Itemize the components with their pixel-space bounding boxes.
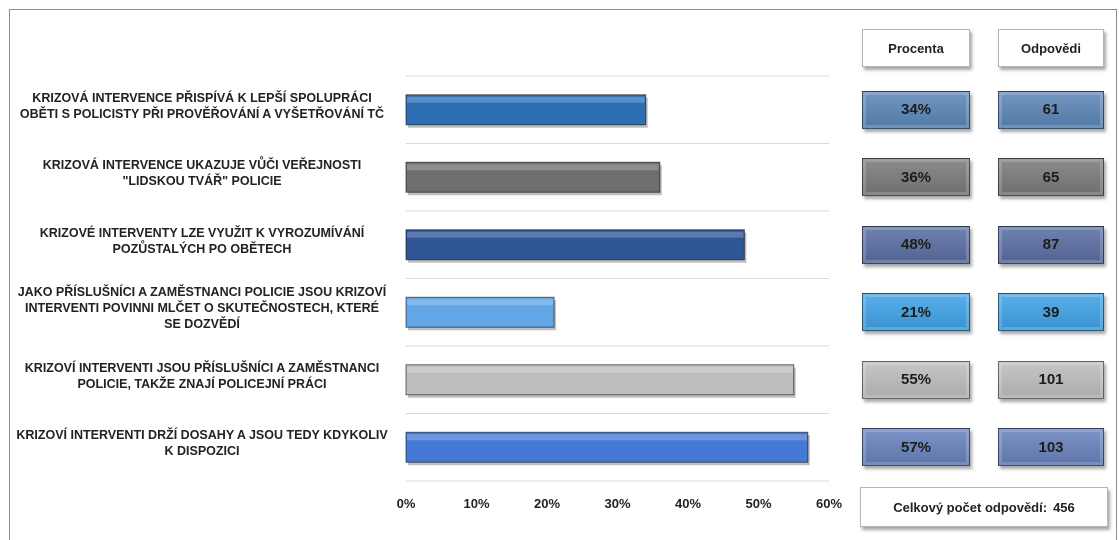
percent-value: 57%	[900, 438, 932, 456]
count-value-box: 103	[998, 428, 1104, 467]
bar	[405, 94, 647, 126]
bar	[405, 229, 745, 261]
bar	[405, 431, 809, 463]
x-tick-label: 30%	[604, 496, 631, 511]
category-label: KRIZOVÁ INTERVENCE PŘISPÍVÁ K LEPŠÍ SPOL…	[19, 90, 385, 121]
category-label: JAKO PŘÍSLUŠNÍCI A ZAMĚSTNANCI POLICIE J…	[17, 285, 387, 332]
grid-lines	[406, 75, 829, 482]
count-value-box: 39	[998, 293, 1104, 332]
count-value: 65	[1042, 168, 1060, 186]
percent-value: 21%	[900, 303, 932, 321]
bar-highlight	[407, 299, 554, 306]
percent-value: 36%	[900, 168, 932, 186]
category-label: KRIZOVÍ INTERVENTI DRŽÍ DOSAHY A JSOU TE…	[16, 428, 388, 459]
x-tick-label: 0%	[396, 496, 416, 511]
chart-frame	[9, 9, 1117, 540]
bar	[405, 364, 795, 396]
x-tick-label: 20%	[533, 496, 561, 511]
count-value-box: 87	[998, 225, 1104, 264]
percent-value: 34%	[900, 101, 932, 119]
bar	[405, 296, 555, 328]
x-tick-label: 60%	[815, 496, 843, 511]
percent-value-box: 36%	[862, 158, 970, 197]
x-tick-label: 50%	[745, 496, 772, 511]
percent-header-text: Procenta	[888, 40, 944, 56]
bar-highlight	[407, 231, 744, 238]
bar	[405, 161, 661, 193]
percent-value-box: 55%	[862, 360, 970, 399]
percent-value: 55%	[900, 371, 932, 389]
total-label: Celkový počet odpovědí:	[893, 499, 1048, 515]
count-value-box: 61	[998, 90, 1104, 129]
bar-highlight	[407, 164, 659, 171]
x-tick-label: 40%	[674, 496, 702, 511]
total-value: 456	[1053, 499, 1075, 515]
count-value: 39	[1042, 303, 1060, 321]
bars	[405, 94, 810, 466]
percent-column-header: Procenta	[862, 29, 970, 67]
percent-value-box: 21%	[862, 293, 970, 332]
count-value: 101	[1038, 371, 1064, 389]
bar-highlight	[407, 434, 807, 441]
total-responses-box: Celkový počet odpovědí: 456	[860, 487, 1108, 527]
count-header-text: Odpovědi	[1021, 40, 1081, 56]
percent-value-box: 48%	[862, 225, 970, 264]
count-value: 103	[1038, 438, 1064, 456]
category-label: KRIZOVÉ INTERVENTY LZE VYUŽIT K VYROZUMÍ…	[39, 225, 365, 256]
x-tick-label: 10%	[463, 496, 490, 511]
percent-value: 48%	[900, 236, 932, 254]
category-label: KRIZOVÁ INTERVENCE UKAZUJE VŮČI VEŘEJNOS…	[42, 158, 362, 189]
count-column-header: Odpovědi	[998, 29, 1104, 67]
count-value: 61	[1042, 101, 1060, 119]
count-value: 87	[1042, 236, 1060, 254]
bar-highlight	[407, 96, 645, 103]
percent-value-box: 34%	[862, 90, 970, 129]
count-value-box: 65	[998, 158, 1104, 197]
category-label: KRIZOVÍ INTERVENTI JSOU PŘÍSLUŠNÍCI A ZA…	[24, 360, 380, 391]
bar-highlight	[407, 366, 793, 373]
percent-value-box: 57%	[862, 428, 970, 467]
count-value-box: 101	[998, 360, 1104, 399]
